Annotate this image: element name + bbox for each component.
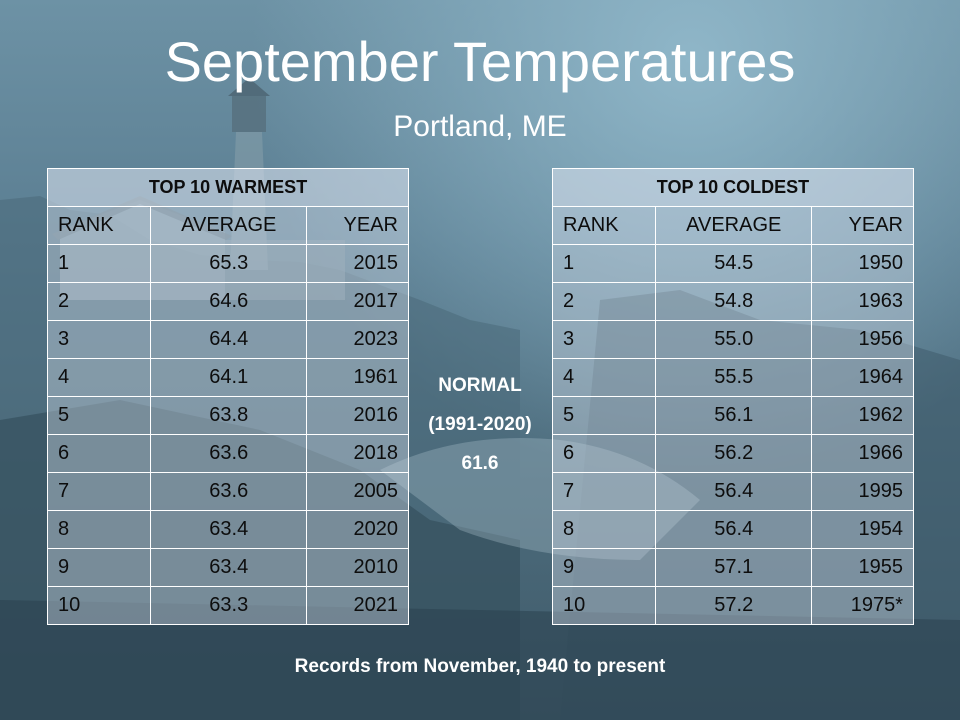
average-cell: 63.6 bbox=[150, 434, 308, 473]
average-cell: 57.2 bbox=[655, 586, 813, 625]
rank-cell: 4 bbox=[551, 358, 657, 397]
table-row: 4 55.5 1964 bbox=[551, 358, 914, 397]
rank-cell: 5 bbox=[551, 396, 657, 435]
coldest-table-heading: TOP 10 COLDEST bbox=[552, 168, 914, 207]
rank-cell: 7 bbox=[551, 472, 657, 511]
average-cell: 56.4 bbox=[655, 472, 813, 511]
warmest-table-heading: TOP 10 WARMEST bbox=[47, 168, 409, 207]
year-cell: 1995 bbox=[811, 472, 914, 511]
year-cell: 1961 bbox=[306, 358, 409, 397]
average-cell: 64.4 bbox=[150, 320, 308, 359]
rank-cell: 10 bbox=[551, 586, 657, 625]
year-cell: 1962 bbox=[811, 396, 914, 435]
average-cell: 63.8 bbox=[150, 396, 308, 435]
column-header-average: AVERAGE bbox=[150, 206, 308, 245]
average-cell: 63.4 bbox=[150, 510, 308, 549]
year-cell: 2018 bbox=[306, 434, 409, 473]
year-cell: 1966 bbox=[811, 434, 914, 473]
rank-cell: 6 bbox=[46, 434, 152, 473]
slide-title: September Temperatures bbox=[164, 30, 796, 93]
table-row: 2 54.8 1963 bbox=[551, 282, 914, 321]
year-cell: 2010 bbox=[306, 548, 409, 587]
column-header-year: YEAR bbox=[306, 206, 409, 245]
average-cell: 54.8 bbox=[655, 282, 813, 321]
rank-cell: 9 bbox=[46, 548, 152, 587]
rank-cell: 10 bbox=[46, 586, 152, 625]
average-cell: 56.2 bbox=[655, 434, 813, 473]
average-cell: 57.1 bbox=[655, 548, 813, 587]
rank-cell: 4 bbox=[46, 358, 152, 397]
table-row: 4 64.1 1961 bbox=[46, 358, 409, 397]
average-cell: 54.5 bbox=[655, 244, 813, 283]
rank-cell: 5 bbox=[46, 396, 152, 435]
average-cell: 63.4 bbox=[150, 548, 308, 587]
table-row: 5 63.8 2016 bbox=[46, 396, 409, 435]
warmest-column-headers: RANK AVERAGE YEAR bbox=[46, 206, 409, 245]
table-row: 2 64.6 2017 bbox=[46, 282, 409, 321]
rank-cell: 9 bbox=[551, 548, 657, 587]
year-cell: 1956 bbox=[811, 320, 914, 359]
rank-cell: 7 bbox=[46, 472, 152, 511]
year-cell: 1954 bbox=[811, 510, 914, 549]
rank-cell: 1 bbox=[551, 244, 657, 283]
table-row: 3 55.0 1956 bbox=[551, 320, 914, 359]
average-cell: 64.6 bbox=[150, 282, 308, 321]
rank-cell: 6 bbox=[551, 434, 657, 473]
warmest-table: TOP 10 WARMEST RANK AVERAGE YEAR 1 65.3 20… bbox=[46, 168, 409, 625]
rank-cell: 8 bbox=[46, 510, 152, 549]
year-cell: 1950 bbox=[811, 244, 914, 283]
year-cell: 1963 bbox=[811, 282, 914, 321]
rank-cell: 8 bbox=[551, 510, 657, 549]
year-cell: 2021 bbox=[306, 586, 409, 625]
average-cell: 63.6 bbox=[150, 472, 308, 511]
year-cell: 2016 bbox=[306, 396, 409, 435]
rank-cell: 2 bbox=[551, 282, 657, 321]
table-row: 8 63.4 2020 bbox=[46, 510, 409, 549]
table-row: 8 56.4 1954 bbox=[551, 510, 914, 549]
column-header-year: YEAR bbox=[811, 206, 914, 245]
year-cell: 2017 bbox=[306, 282, 409, 321]
table-row: 7 56.4 1995 bbox=[551, 472, 914, 511]
table-row: 1 54.5 1950 bbox=[551, 244, 914, 283]
table-row: 7 63.6 2005 bbox=[46, 472, 409, 511]
average-cell: 56.4 bbox=[655, 510, 813, 549]
rank-cell: 2 bbox=[46, 282, 152, 321]
average-cell: 55.5 bbox=[655, 358, 813, 397]
year-cell: 2020 bbox=[306, 510, 409, 549]
column-header-rank: RANK bbox=[551, 206, 657, 245]
normal-temperature-block: NORMAL (1991-2020) 61.6 bbox=[414, 366, 546, 483]
average-cell: 64.1 bbox=[150, 358, 308, 397]
rank-cell: 3 bbox=[551, 320, 657, 359]
table-row: 10 63.3 2021 bbox=[46, 586, 409, 625]
column-header-rank: RANK bbox=[46, 206, 152, 245]
normal-period: (1991-2020) bbox=[428, 414, 532, 435]
average-cell: 65.3 bbox=[150, 244, 308, 283]
normal-label: NORMAL bbox=[438, 375, 522, 396]
table-row: 9 63.4 2010 bbox=[46, 548, 409, 587]
table-row: 5 56.1 1962 bbox=[551, 396, 914, 435]
year-cell: 1975* bbox=[811, 586, 914, 625]
column-header-average: AVERAGE bbox=[655, 206, 813, 245]
coldest-table: TOP 10 COLDEST RANK AVERAGE YEAR 1 54.5 19… bbox=[551, 168, 914, 625]
table-row: 6 63.6 2018 bbox=[46, 434, 409, 473]
average-cell: 56.1 bbox=[655, 396, 813, 435]
rank-cell: 1 bbox=[46, 244, 152, 283]
average-cell: 55.0 bbox=[655, 320, 813, 359]
year-cell: 1964 bbox=[811, 358, 914, 397]
year-cell: 2005 bbox=[306, 472, 409, 511]
table-row: 9 57.1 1955 bbox=[551, 548, 914, 587]
coldest-column-headers: RANK AVERAGE YEAR bbox=[551, 206, 914, 245]
year-cell: 2015 bbox=[306, 244, 409, 283]
slide-subtitle: Portland, ME bbox=[393, 110, 567, 143]
average-cell: 63.3 bbox=[150, 586, 308, 625]
table-row: 10 57.2 1975* bbox=[551, 586, 914, 625]
year-cell: 2023 bbox=[306, 320, 409, 359]
year-cell: 1955 bbox=[811, 548, 914, 587]
normal-value: 61.6 bbox=[461, 453, 499, 474]
table-row: 1 65.3 2015 bbox=[46, 244, 409, 283]
table-row: 6 56.2 1966 bbox=[551, 434, 914, 473]
records-footnote: Records from November, 1940 to present bbox=[294, 656, 666, 677]
table-row: 3 64.4 2023 bbox=[46, 320, 409, 359]
rank-cell: 3 bbox=[46, 320, 152, 359]
